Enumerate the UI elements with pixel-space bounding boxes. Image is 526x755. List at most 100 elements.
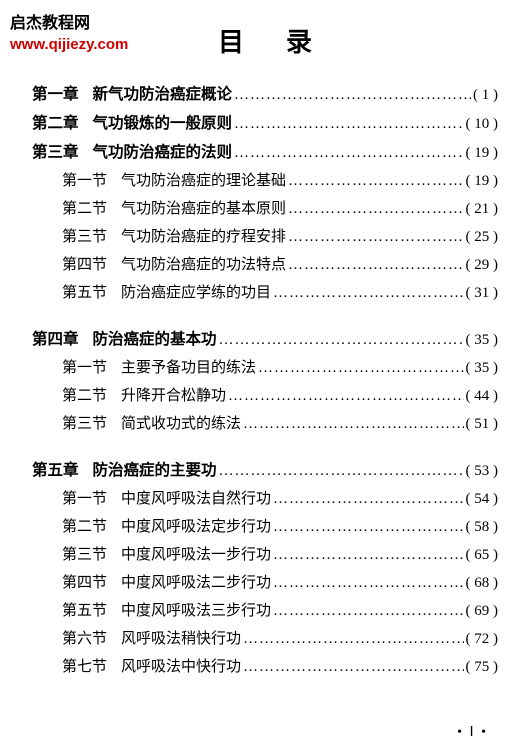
toc-page-number: ( 35 ) <box>466 333 499 348</box>
toc-entry-text: 风呼吸法稍快行功 <box>121 632 241 647</box>
toc-dots: ……………………………………………………………… <box>219 333 464 348</box>
toc-chapter-entry: 第五章防治癌症的主要功………………………………………………………………( 53 … <box>32 463 498 479</box>
toc-section-entry: 第四节气功防治癌症的功法特点………………………………………………………………( … <box>32 258 498 273</box>
toc-section-entry: 第七节风呼吸法中快行功………………………………………………………………( 75 … <box>32 660 498 675</box>
toc-entry-text: 中度风呼吸法定步行功 <box>121 520 271 535</box>
toc-page-number: ( 35 ) <box>466 361 499 376</box>
toc-section-entry: 第四节中度风呼吸法二步行功………………………………………………………………( 6… <box>32 576 498 591</box>
toc-page-number: ( 68 ) <box>466 576 499 591</box>
toc-dots: ……………………………………………………………… <box>273 286 463 301</box>
toc-entry-label: 第一节 <box>62 361 107 376</box>
toc-dots: ……………………………………………………………… <box>273 520 463 535</box>
toc-dots: ……………………………………………………………… <box>234 117 463 132</box>
toc-entry-text: 中度风呼吸法一步行功 <box>121 548 271 563</box>
toc-section-entry: 第三节气功防治癌症的疗程安排………………………………………………………………( … <box>32 230 498 245</box>
toc-gap <box>32 445 498 463</box>
toc-page-number: ( 65 ) <box>466 548 499 563</box>
toc-entry-label: 第一节 <box>62 174 107 189</box>
toc-section-entry: 第一节主要予备功目的练法………………………………………………………………( 35… <box>32 361 498 376</box>
toc-entry-text: 中度风呼吸法二步行功 <box>121 576 271 591</box>
toc-entry-text: 气功防治癌症的疗程安排 <box>121 230 286 245</box>
toc-dots: ……………………………………………………………… <box>273 548 463 563</box>
toc-entry-label: 第三章 <box>32 145 79 161</box>
toc-section-entry: 第三节中度风呼吸法一步行功………………………………………………………………( 6… <box>32 548 498 563</box>
toc-entry-text: 升降开合松静功 <box>121 389 226 404</box>
toc-page-number: ( 31 ) <box>466 286 499 301</box>
toc-page-number: ( 19 ) <box>466 146 499 161</box>
toc-section-entry: 第一节气功防治癌症的理论基础………………………………………………………………( … <box>32 174 498 189</box>
toc-section-entry: 第六节风呼吸法稍快行功………………………………………………………………( 72 … <box>32 632 498 647</box>
watermark: 启杰教程网 www.qijiezy.com <box>10 14 128 54</box>
toc-entry-text: 中度风呼吸法三步行功 <box>121 604 271 619</box>
toc-page-number: ( 10 ) <box>466 117 499 132</box>
toc-page-number: ( 51 ) <box>466 417 499 432</box>
toc-entry-text: 气功防治癌症的法则 <box>93 145 233 161</box>
toc-entry-label: 第二节 <box>62 202 107 217</box>
toc-chapter-entry: 第一章新气功防治癌症概论………………………………………………………………( 1 … <box>32 87 498 103</box>
toc-dots: ……………………………………………………………… <box>234 146 463 161</box>
toc-entry-text: 气功锻炼的一般原则 <box>93 116 233 132</box>
toc-dots: ……………………………………………………………… <box>288 258 463 273</box>
toc-entry-label: 第四节 <box>62 576 107 591</box>
toc-entry-label: 第一章 <box>32 87 79 103</box>
toc-entry-label: 第五节 <box>62 604 107 619</box>
toc-entry-label: 第七节 <box>62 660 107 675</box>
toc-section-entry: 第五节中度风呼吸法三步行功………………………………………………………………( 6… <box>32 604 498 619</box>
toc-entry-text: 防治癌症的基本功 <box>93 332 217 348</box>
toc-page-number: ( 1 ) <box>473 88 498 103</box>
toc-entry-text: 简式收功式的练法 <box>121 417 241 432</box>
toc-chapter-entry: 第三章气功防治癌症的法则………………………………………………………………( 19… <box>32 145 498 161</box>
toc-dots: ……………………………………………………………… <box>273 604 463 619</box>
toc-section-entry: 第一节中度风呼吸法自然行功………………………………………………………………( 5… <box>32 492 498 507</box>
toc-page-number: ( 53 ) <box>466 464 499 479</box>
toc-dots: ……………………………………………………………… <box>288 230 463 245</box>
toc-page-number: ( 19 ) <box>466 174 499 189</box>
toc-page-number: ( 58 ) <box>466 520 499 535</box>
toc-dots: ……………………………………………………………… <box>243 632 463 647</box>
toc-entry-label: 第六节 <box>62 632 107 647</box>
toc-entry-text: 防治癌症的主要功 <box>93 463 217 479</box>
watermark-url: www.qijiezy.com <box>10 35 128 55</box>
toc-entry-label: 第五章 <box>32 463 79 479</box>
toc-dots: ……………………………………………………………… <box>234 88 471 103</box>
toc-entry-label: 第二节 <box>62 389 107 404</box>
toc-entry-text: 中度风呼吸法自然行功 <box>121 492 271 507</box>
toc-entry-text: 气功防治癌症的基本原则 <box>121 202 286 217</box>
toc-page-number: ( 44 ) <box>466 389 499 404</box>
toc-dots: ……………………………………………………………… <box>243 417 463 432</box>
table-of-contents: 第一章新气功防治癌症概论………………………………………………………………( 1 … <box>32 87 498 675</box>
toc-entry-label: 第五节 <box>62 286 107 301</box>
toc-dots: ……………………………………………………………… <box>228 389 463 404</box>
toc-chapter-entry: 第二章气功锻炼的一般原则………………………………………………………………( 10… <box>32 116 498 132</box>
toc-section-entry: 第二节升降开合松静功………………………………………………………………( 44 ) <box>32 389 498 404</box>
toc-page-number: ( 21 ) <box>466 202 499 217</box>
toc-section-entry: 第二节中度风呼吸法定步行功………………………………………………………………( 5… <box>32 520 498 535</box>
page-number-footer: • Ⅰ • <box>457 724 488 741</box>
toc-entry-text: 气功防治癌症的功法特点 <box>121 258 286 273</box>
toc-page-number: ( 29 ) <box>466 258 499 273</box>
toc-entry-text: 气功防治癌症的理论基础 <box>121 174 286 189</box>
toc-entry-text: 新气功防治癌症概论 <box>93 87 233 103</box>
toc-dots: ……………………………………………………………… <box>273 492 463 507</box>
toc-entry-label: 第三节 <box>62 548 107 563</box>
toc-section-entry: 第五节防治癌症应学练的功目………………………………………………………………( 3… <box>32 286 498 301</box>
toc-entry-label: 第四节 <box>62 258 107 273</box>
toc-page-number: ( 54 ) <box>466 492 499 507</box>
toc-entry-label: 第一节 <box>62 492 107 507</box>
toc-dots: ……………………………………………………………… <box>288 202 463 217</box>
toc-dots: ……………………………………………………………… <box>243 660 463 675</box>
toc-entry-text: 防治癌症应学练的功目 <box>121 286 271 301</box>
toc-chapter-entry: 第四章防治癌症的基本功………………………………………………………………( 35 … <box>32 332 498 348</box>
toc-entry-text: 主要予备功目的练法 <box>121 361 256 376</box>
toc-page-number: ( 75 ) <box>466 660 499 675</box>
toc-section-entry: 第二节气功防治癌症的基本原则………………………………………………………………( … <box>32 202 498 217</box>
watermark-site-name: 启杰教程网 <box>10 14 128 35</box>
toc-page-number: ( 72 ) <box>466 632 499 647</box>
toc-dots: ……………………………………………………………… <box>273 576 463 591</box>
toc-entry-label: 第二节 <box>62 520 107 535</box>
toc-dots: ……………………………………………………………… <box>219 464 464 479</box>
toc-entry-label: 第二章 <box>32 116 79 132</box>
toc-dots: ……………………………………………………………… <box>288 174 463 189</box>
toc-dots: ……………………………………………………………… <box>258 361 463 376</box>
toc-entry-label: 第三节 <box>62 230 107 245</box>
